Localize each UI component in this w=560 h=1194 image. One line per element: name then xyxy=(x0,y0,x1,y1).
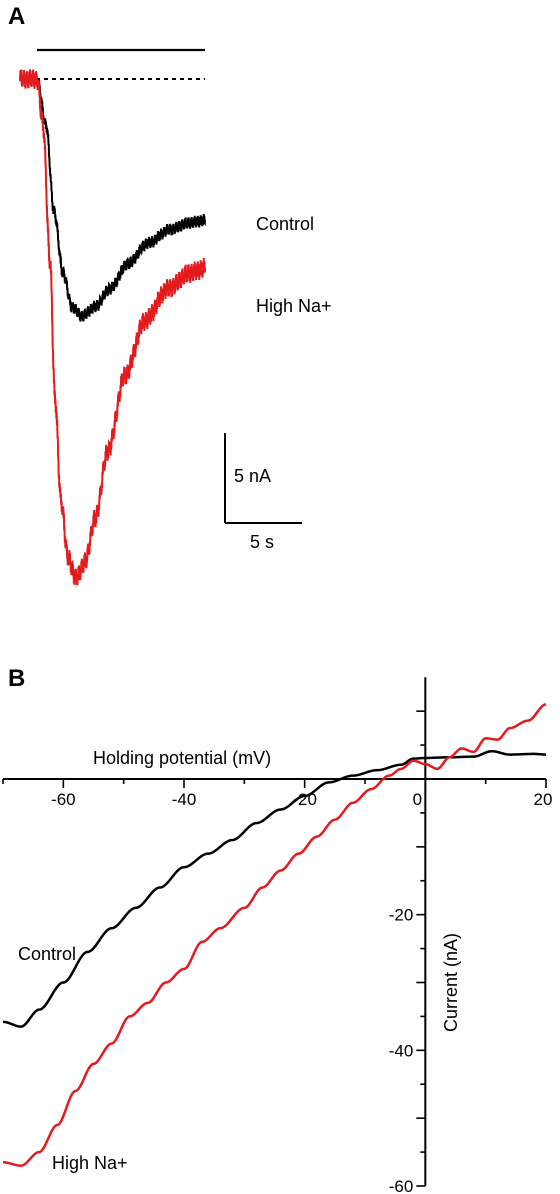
y-axis-label: Current (nA) xyxy=(441,933,461,1032)
y-tick-label: -60 xyxy=(389,1177,414,1194)
panel-a: A Control High Na+ 5 nA 5 s xyxy=(8,3,332,586)
label-highna-b: High Na+ xyxy=(52,1153,128,1173)
x-tick-label: -60 xyxy=(51,790,76,809)
x-tick-label: 0 xyxy=(413,790,422,809)
trace-control-b xyxy=(2,749,547,1028)
scale-current-label: 5 nA xyxy=(234,466,271,486)
label-control-a: Control xyxy=(256,214,314,234)
x-axis-label: Holding potential (mV) xyxy=(93,748,271,768)
scale-time-label: 5 s xyxy=(250,532,274,552)
label-highna-a: High Na+ xyxy=(256,296,332,316)
y-tick-label: -40 xyxy=(389,1041,414,1060)
y-ticks: -20 -40 -60 xyxy=(389,710,426,1194)
y-tick-label: -20 xyxy=(389,906,414,925)
x-tick-label: 20 xyxy=(534,790,553,809)
panel-b: B -60 -40 -20 0 20 -20 -40 -60 Holding potenti… xyxy=(2,665,553,1194)
panel-a-letter: A xyxy=(8,3,25,30)
label-control-b: Control xyxy=(18,944,76,964)
trace-highna-b xyxy=(2,703,547,1167)
panel-b-letter: B xyxy=(8,665,25,692)
trace-highna-a xyxy=(19,69,206,586)
trace-control-a xyxy=(19,72,206,322)
x-tick-label: -40 xyxy=(172,790,197,809)
x-ticks: -60 -40 -20 0 20 xyxy=(2,779,553,809)
